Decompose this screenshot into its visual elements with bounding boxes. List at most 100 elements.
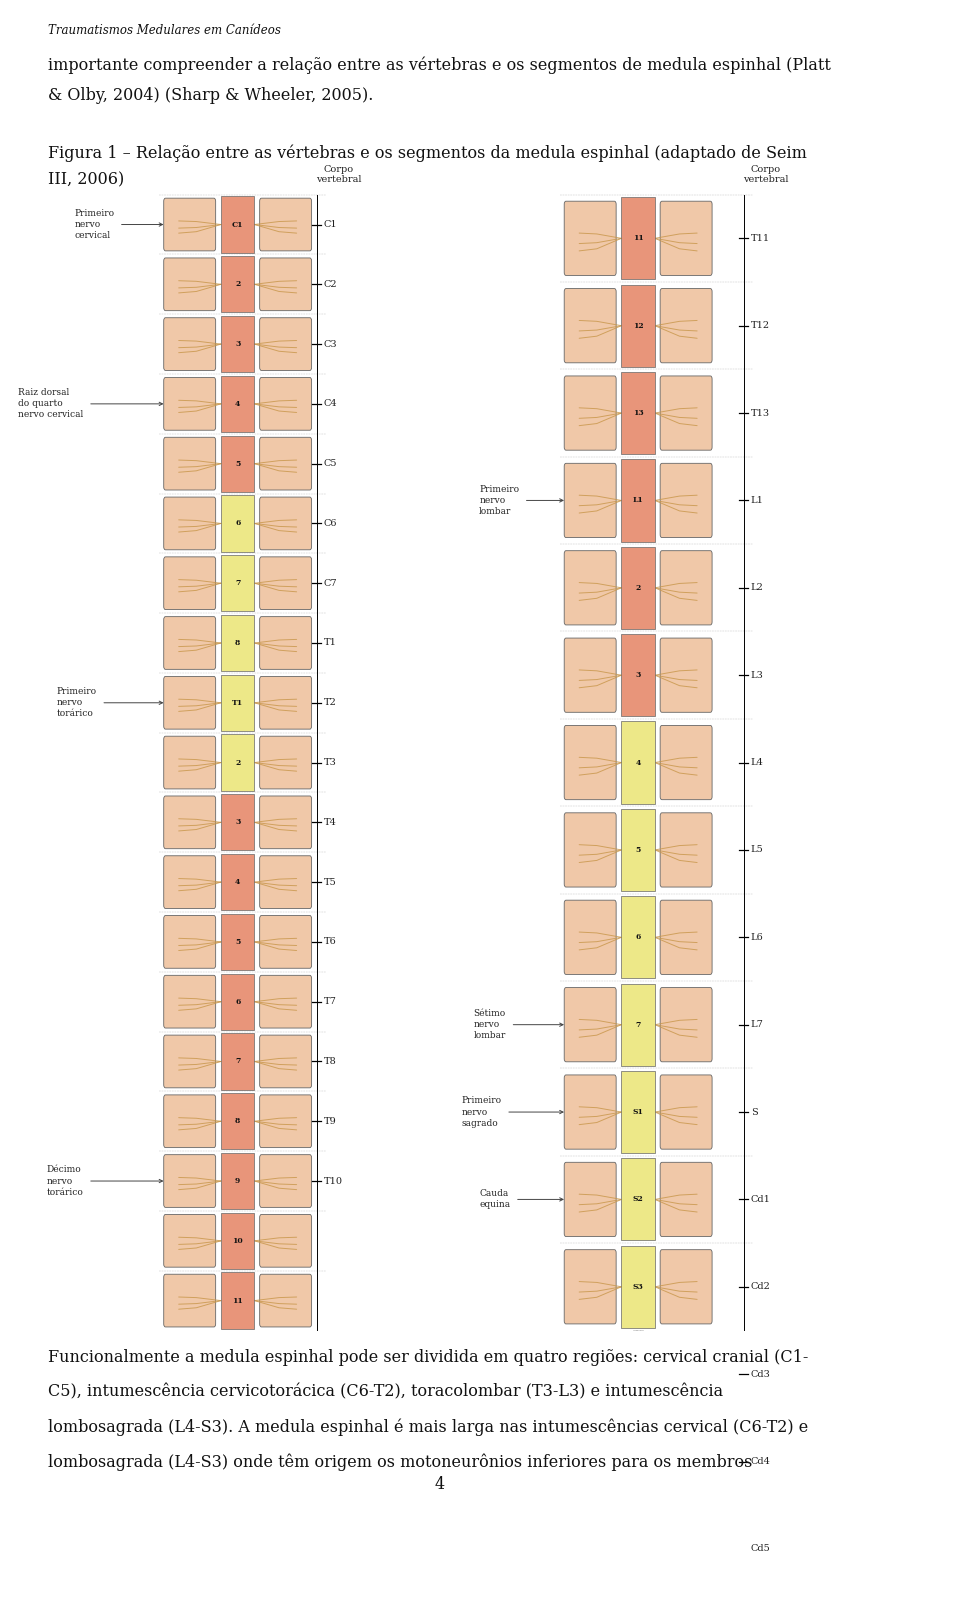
- Bar: [221, 674, 254, 731]
- Text: L5: L5: [751, 846, 763, 854]
- Text: Corpo
vertebral: Corpo vertebral: [316, 165, 362, 185]
- Bar: [221, 496, 254, 551]
- Text: 6: 6: [636, 933, 640, 941]
- Text: lombosagrada (L4-S3) onde têm origem os motoneurônios inferiores para os membros: lombosagrada (L4-S3) onde têm origem os …: [48, 1453, 753, 1471]
- Text: L1: L1: [751, 496, 764, 505]
- FancyBboxPatch shape: [259, 1155, 312, 1207]
- Text: Primeiro
nervo
sagrado: Primeiro nervo sagrado: [462, 1097, 502, 1128]
- Text: lombosagrada (L4-S3). A medula espinhal é mais larga nas intumescências cervical: lombosagrada (L4-S3). A medula espinhal …: [48, 1419, 808, 1437]
- Bar: [621, 721, 655, 804]
- FancyBboxPatch shape: [660, 288, 712, 363]
- FancyBboxPatch shape: [564, 1076, 616, 1149]
- Text: Sétimo
nervo
lombar: Sétimo nervo lombar: [473, 1009, 506, 1040]
- FancyBboxPatch shape: [164, 975, 216, 1029]
- FancyBboxPatch shape: [164, 437, 216, 489]
- Text: C5: C5: [324, 458, 337, 468]
- Text: Primeiro
nervo
cervical: Primeiro nervo cervical: [74, 209, 114, 240]
- FancyBboxPatch shape: [259, 915, 312, 969]
- Bar: [221, 1094, 254, 1149]
- Text: 5: 5: [636, 846, 640, 854]
- Text: C7: C7: [324, 578, 338, 588]
- FancyBboxPatch shape: [259, 677, 312, 729]
- Text: T4: T4: [324, 818, 337, 826]
- Bar: [221, 974, 254, 1030]
- Text: T7: T7: [324, 998, 337, 1006]
- FancyBboxPatch shape: [259, 258, 312, 311]
- FancyBboxPatch shape: [564, 638, 616, 713]
- FancyBboxPatch shape: [164, 1275, 216, 1327]
- Text: T3: T3: [324, 758, 337, 766]
- Text: 4: 4: [435, 1476, 445, 1494]
- Text: T9: T9: [324, 1116, 337, 1126]
- FancyBboxPatch shape: [564, 726, 616, 800]
- FancyBboxPatch shape: [564, 288, 616, 363]
- FancyBboxPatch shape: [164, 497, 216, 549]
- Text: 11: 11: [633, 235, 643, 243]
- Text: 4: 4: [235, 878, 240, 886]
- Bar: [221, 556, 254, 611]
- Bar: [621, 983, 655, 1066]
- FancyBboxPatch shape: [164, 1215, 216, 1267]
- Bar: [221, 1213, 254, 1268]
- Text: Funcionalmente a medula espinhal pode ser dividida em quatro regiões: cervical c: Funcionalmente a medula espinhal pode se…: [48, 1349, 808, 1366]
- Bar: [221, 256, 254, 313]
- Bar: [221, 376, 254, 433]
- FancyBboxPatch shape: [660, 988, 712, 1061]
- Bar: [621, 285, 655, 366]
- Text: 10: 10: [232, 1236, 243, 1244]
- FancyBboxPatch shape: [259, 437, 312, 489]
- Bar: [221, 1153, 254, 1209]
- Bar: [221, 436, 254, 492]
- Text: 5: 5: [235, 460, 240, 468]
- Text: 6: 6: [235, 520, 240, 528]
- Bar: [621, 373, 655, 454]
- FancyBboxPatch shape: [259, 377, 312, 431]
- Text: Primeiro
nervo
torárico: Primeiro nervo torárico: [57, 687, 97, 718]
- Text: 12: 12: [633, 322, 643, 330]
- FancyBboxPatch shape: [164, 1035, 216, 1087]
- Text: Cd1: Cd1: [751, 1196, 771, 1204]
- FancyBboxPatch shape: [164, 735, 216, 789]
- Text: L2: L2: [751, 583, 764, 593]
- Text: 8: 8: [235, 638, 240, 646]
- Text: T13: T13: [751, 408, 770, 418]
- Text: 3: 3: [235, 818, 240, 826]
- FancyBboxPatch shape: [259, 198, 312, 251]
- Bar: [621, 633, 655, 716]
- Text: 6: 6: [235, 998, 240, 1006]
- Text: T5: T5: [324, 878, 337, 886]
- Text: Figura 1 – Relação entre as vértebras e os segmentos da medula espinhal (adaptad: Figura 1 – Relação entre as vértebras e …: [48, 144, 807, 188]
- Bar: [621, 1071, 655, 1153]
- FancyBboxPatch shape: [259, 497, 312, 549]
- Text: T1: T1: [324, 638, 337, 648]
- FancyBboxPatch shape: [259, 1095, 312, 1147]
- FancyBboxPatch shape: [259, 617, 312, 669]
- FancyBboxPatch shape: [564, 551, 616, 625]
- FancyBboxPatch shape: [660, 726, 712, 800]
- Text: 3: 3: [636, 671, 641, 679]
- FancyBboxPatch shape: [164, 1155, 216, 1207]
- FancyBboxPatch shape: [660, 551, 712, 625]
- Text: C1: C1: [232, 220, 244, 228]
- Text: 9: 9: [235, 1178, 240, 1186]
- FancyBboxPatch shape: [660, 813, 712, 888]
- Bar: [221, 854, 254, 910]
- Text: 2: 2: [235, 758, 240, 766]
- Text: Cauda
equina: Cauda equina: [479, 1189, 511, 1210]
- FancyBboxPatch shape: [564, 463, 616, 538]
- Text: 8: 8: [235, 1118, 240, 1126]
- FancyBboxPatch shape: [259, 557, 312, 609]
- Text: T12: T12: [751, 321, 770, 330]
- FancyBboxPatch shape: [259, 1275, 312, 1327]
- FancyBboxPatch shape: [660, 201, 712, 275]
- Bar: [221, 196, 254, 253]
- FancyBboxPatch shape: [164, 617, 216, 669]
- FancyBboxPatch shape: [259, 735, 312, 789]
- Text: 11: 11: [232, 1296, 243, 1304]
- FancyBboxPatch shape: [564, 813, 616, 888]
- Text: Raiz dorsal
do quarto
nervo cervical: Raiz dorsal do quarto nervo cervical: [18, 389, 84, 420]
- Text: Cd4: Cd4: [751, 1456, 771, 1466]
- FancyBboxPatch shape: [660, 638, 712, 713]
- FancyBboxPatch shape: [259, 855, 312, 909]
- FancyBboxPatch shape: [660, 1162, 712, 1236]
